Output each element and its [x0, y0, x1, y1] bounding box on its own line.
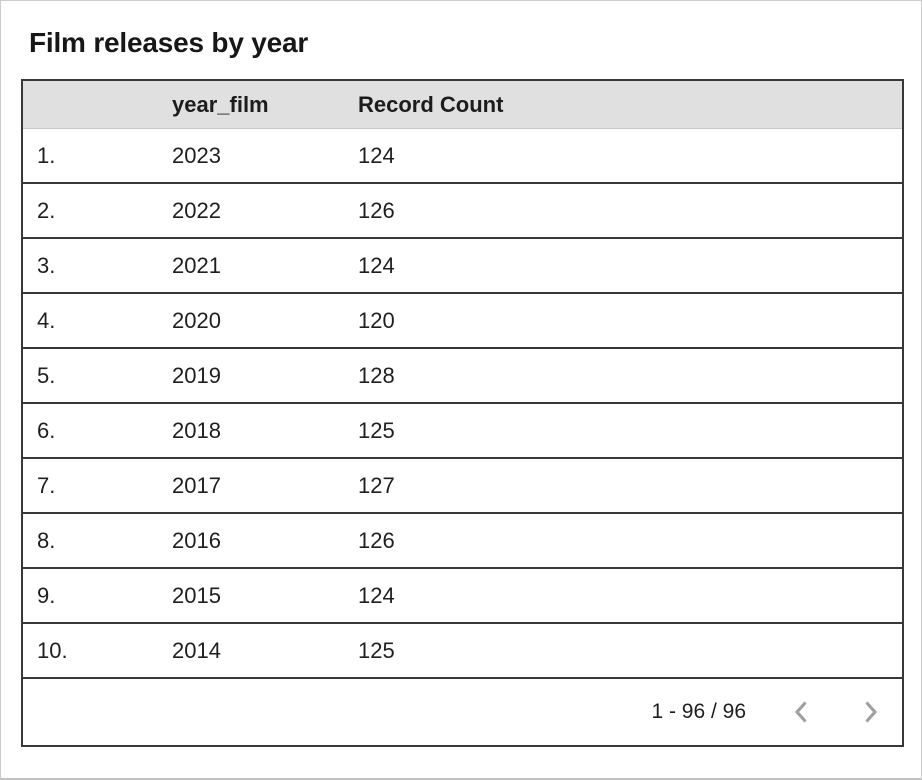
row-number: 8.: [37, 527, 56, 553]
table-row: 7. 2017 127: [23, 459, 902, 514]
chart-title: Film releases by year: [29, 27, 309, 58]
record-count-value: 126: [358, 527, 395, 553]
column-header-record-count: Record Count: [358, 91, 504, 117]
row-number: 7.: [37, 472, 56, 498]
table-row: 3. 2021 124: [23, 239, 902, 294]
table-row: 2. 2022 126: [23, 184, 902, 239]
record-count-value: 127: [358, 472, 395, 498]
data-table: year_film Record Count 1. 2023 124 2. 20…: [21, 79, 904, 747]
row-number: 4.: [37, 307, 56, 333]
record-count-value: 128: [358, 362, 395, 388]
row-number: 2.: [37, 197, 56, 223]
record-count-value: 126: [358, 197, 395, 223]
column-header-year-film: year_film: [172, 91, 269, 117]
record-count-value: 124: [358, 142, 395, 168]
record-count-value: 124: [358, 252, 395, 278]
year-film-value: 2022: [172, 197, 221, 223]
year-film-value: 2015: [172, 582, 221, 608]
row-number: 6.: [37, 417, 56, 443]
prev-page-button[interactable]: [788, 698, 816, 726]
row-number: 3.: [37, 252, 56, 278]
table-row: 10. 2014 125: [23, 624, 902, 679]
year-film-value: 2018: [172, 417, 221, 443]
row-number: 10.: [37, 637, 68, 663]
record-count-value: 125: [358, 637, 395, 663]
year-film-value: 2014: [172, 637, 221, 663]
record-count-value: 120: [358, 307, 395, 333]
record-count-value: 125: [358, 417, 395, 443]
record-count-value: 124: [358, 582, 395, 608]
chevron-left-icon: [794, 701, 807, 723]
table-row: 1. 2023 124: [23, 129, 902, 184]
next-page-button[interactable]: [856, 698, 884, 726]
row-number: 5.: [37, 362, 56, 388]
table-row: 6. 2018 125: [23, 404, 902, 459]
pagination-range: 1 - 96 / 96: [651, 700, 746, 723]
table-row: 8. 2016 126: [23, 514, 902, 569]
chevron-right-icon: [865, 701, 878, 723]
table-row: 9. 2015 124: [23, 569, 902, 624]
year-film-value: 2019: [172, 362, 221, 388]
year-film-value: 2017: [172, 472, 221, 498]
table-row: 4. 2020 120: [23, 294, 902, 349]
year-film-value: 2021: [172, 252, 221, 278]
year-film-value: 2016: [172, 527, 221, 553]
row-number: 1.: [37, 142, 56, 168]
row-number: 9.: [37, 582, 56, 608]
year-film-value: 2020: [172, 307, 221, 333]
table-footer: 1 - 96 / 96: [23, 679, 902, 745]
year-film-value: 2023: [172, 142, 221, 168]
table-header-row: year_film Record Count: [23, 81, 902, 129]
table-row: 5. 2019 128: [23, 349, 902, 404]
